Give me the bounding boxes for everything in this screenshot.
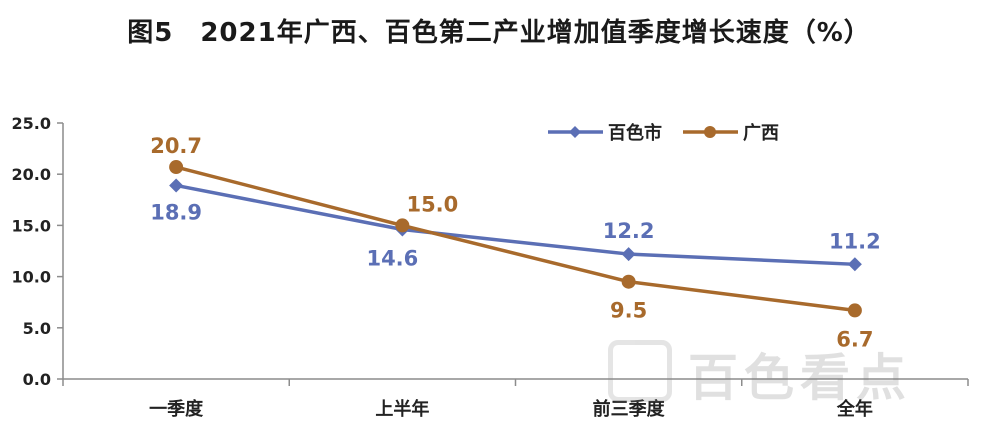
data-point	[847, 257, 862, 272]
data-point	[847, 303, 862, 318]
y-tick-label: 15.0	[12, 216, 51, 235]
data-label: 20.7	[150, 134, 202, 158]
watermark-icon	[608, 340, 672, 402]
data-label: 14.6	[366, 246, 418, 270]
y-tick-label: 0.0	[23, 370, 51, 389]
data-label: 11.2	[829, 229, 881, 253]
x-tick-label: 前三季度	[593, 398, 666, 420]
watermark-text: 百色看点	[688, 349, 912, 407]
x-tick-label: 上半年	[375, 398, 429, 420]
data-label: 12.2	[603, 219, 655, 243]
data-label: 9.5	[610, 299, 647, 323]
legend-marker	[704, 126, 716, 138]
y-tick-label: 20.0	[12, 165, 51, 184]
x-tick-label: 全年	[836, 398, 873, 420]
y-tick-label: 10.0	[12, 268, 51, 287]
watermark-logo: 百色看点	[608, 338, 988, 408]
series-line-baise	[175, 183, 855, 267]
data-label: 6.7	[836, 327, 873, 351]
data-label: 18.9	[150, 200, 202, 224]
y-tick-label: 5.0	[23, 319, 51, 338]
chart-title: 图5 2021年广西、百色第二产业增加值季度增长速度（%）	[127, 18, 871, 48]
x-tick-label: 一季度	[149, 398, 204, 420]
legend-label: 广西	[743, 122, 779, 144]
data-point	[395, 218, 410, 233]
data-point	[621, 274, 636, 289]
legend-marker	[569, 126, 581, 138]
data-label: 15.0	[406, 192, 458, 216]
y-tick-label: 25.0	[12, 114, 51, 133]
legend-label: 百色市	[608, 122, 662, 144]
data-point	[169, 178, 184, 193]
series-line-guangxi	[175, 165, 856, 313]
data-point	[169, 160, 184, 175]
data-point	[621, 247, 636, 262]
